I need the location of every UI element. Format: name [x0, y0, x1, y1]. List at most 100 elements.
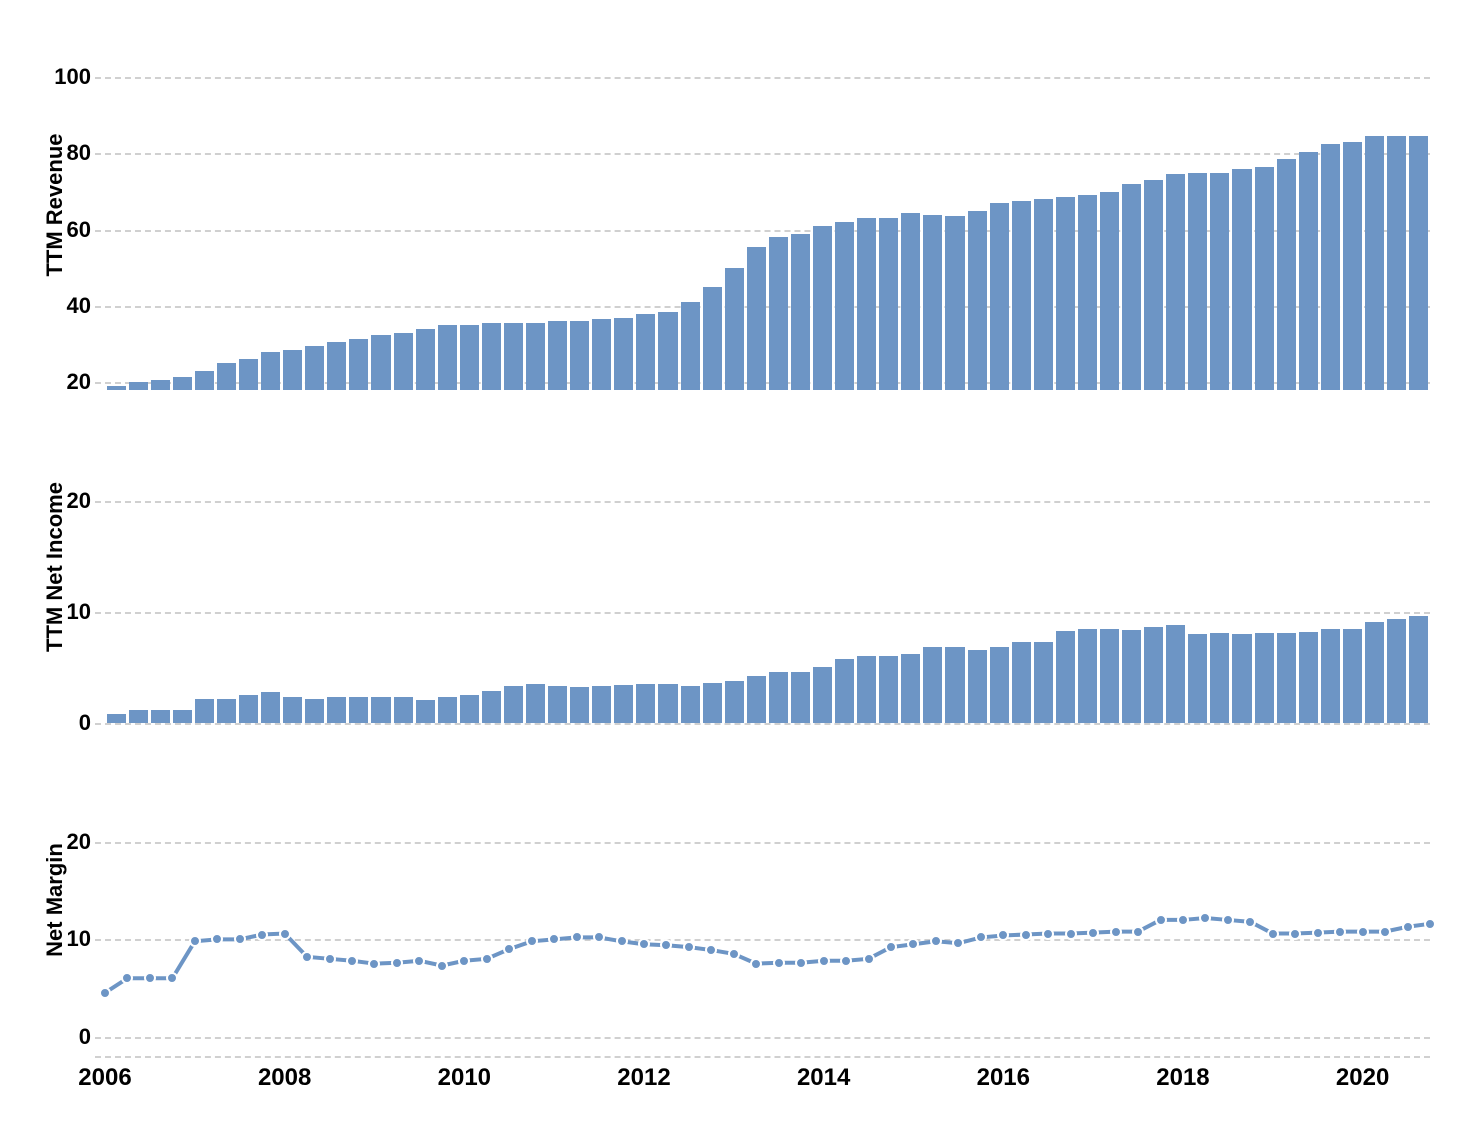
- line-marker: [166, 972, 178, 984]
- bar: [460, 695, 479, 723]
- bar: [460, 325, 479, 390]
- line-marker: [548, 933, 560, 945]
- y-tick-label: 20: [67, 369, 91, 395]
- line-marker: [1132, 926, 1144, 938]
- bar: [151, 710, 170, 723]
- x-tick-label: 2018: [1156, 1064, 1209, 1092]
- x-tick-label: 2012: [617, 1064, 670, 1092]
- bar: [526, 684, 545, 723]
- line-marker: [256, 929, 268, 941]
- bar: [195, 699, 214, 723]
- bar: [1343, 142, 1362, 390]
- line-marker: [1020, 929, 1032, 941]
- bar: [261, 352, 280, 390]
- line-marker: [1087, 927, 1099, 939]
- bar: [1321, 144, 1340, 390]
- bar: [349, 697, 368, 723]
- bar: [747, 247, 766, 390]
- line-marker: [728, 948, 740, 960]
- bar: [570, 321, 589, 390]
- line-marker: [638, 938, 650, 950]
- line-marker: [1312, 927, 1324, 939]
- bar: [879, 218, 898, 390]
- line-marker: [503, 943, 515, 955]
- bar: [813, 667, 832, 723]
- net-income-plot: 01020: [105, 412, 1430, 723]
- line-marker: [1199, 912, 1211, 924]
- line-marker: [1334, 926, 1346, 938]
- bar: [504, 323, 523, 390]
- bar: [239, 359, 258, 390]
- bar: [283, 697, 302, 723]
- line-marker: [1244, 916, 1256, 928]
- net-income-panel: TTM Net Income 01020: [10, 412, 1440, 723]
- bar: [968, 211, 987, 390]
- bar: [1188, 634, 1207, 723]
- bar: [725, 681, 744, 723]
- grid-line: [95, 723, 1430, 725]
- bar: [1409, 616, 1428, 723]
- bar: [349, 339, 368, 390]
- line-marker: [481, 953, 493, 965]
- bars-group: [105, 412, 1430, 723]
- line-marker: [436, 960, 448, 972]
- bar: [1034, 642, 1053, 723]
- bar: [681, 686, 700, 723]
- bar: [416, 329, 435, 390]
- bar: [901, 213, 920, 390]
- x-tick-label: 2010: [438, 1064, 491, 1092]
- bar: [658, 312, 677, 390]
- line-marker: [750, 958, 762, 970]
- bar: [394, 697, 413, 723]
- bar: [151, 380, 170, 390]
- y-tick-label: 100: [54, 64, 91, 90]
- y-tick-label: 10: [67, 599, 91, 625]
- bar: [129, 710, 148, 723]
- line-marker: [997, 929, 1009, 941]
- bar: [217, 699, 236, 723]
- bar: [813, 226, 832, 390]
- bar: [1210, 633, 1229, 723]
- revenue-ylabel: TTM Revenue: [42, 133, 68, 276]
- bar: [239, 695, 258, 723]
- bar: [1122, 184, 1141, 390]
- bar: [107, 714, 126, 723]
- bar: [835, 222, 854, 390]
- bar: [482, 691, 501, 723]
- bar: [614, 685, 633, 723]
- bar: [504, 686, 523, 723]
- line-marker: [840, 955, 852, 967]
- x-tick-label: 2006: [78, 1064, 131, 1092]
- y-tick-label: 20: [67, 488, 91, 514]
- line-marker: [1357, 926, 1369, 938]
- bar: [1100, 629, 1119, 723]
- y-tick-label: 40: [67, 293, 91, 319]
- y-tick-label: 0: [79, 710, 91, 736]
- line-marker: [1110, 926, 1122, 938]
- bar: [968, 650, 987, 723]
- bar: [482, 323, 501, 390]
- line-marker: [526, 935, 538, 947]
- bar: [592, 686, 611, 723]
- bar: [990, 203, 1009, 390]
- bar: [438, 697, 457, 723]
- bar: [725, 268, 744, 390]
- bar: [1122, 630, 1141, 723]
- line-marker: [907, 938, 919, 950]
- bar: [990, 647, 1009, 723]
- bar: [1277, 159, 1296, 390]
- net-margin-panel: Net Margin 01020: [10, 745, 1440, 1056]
- x-tick-label: 2014: [797, 1064, 850, 1092]
- line-marker: [1289, 928, 1301, 940]
- bar: [1012, 201, 1031, 390]
- bar: [327, 342, 346, 390]
- x-tick-label: 2008: [258, 1064, 311, 1092]
- line-marker: [1424, 918, 1436, 930]
- bar: [1299, 152, 1318, 390]
- bar: [570, 687, 589, 723]
- bar: [371, 335, 390, 390]
- bar: [857, 656, 876, 723]
- net-margin-plot: 01020: [105, 745, 1430, 1056]
- y-tick-label: 20: [67, 829, 91, 855]
- line-marker: [346, 955, 358, 967]
